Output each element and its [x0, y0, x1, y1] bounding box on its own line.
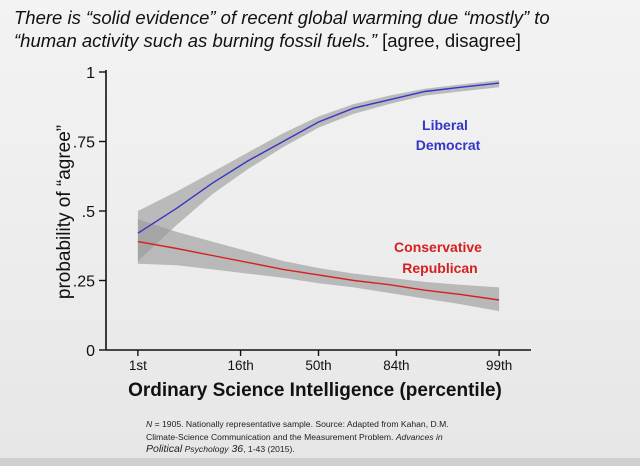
footnote-line-2: Climate-Science Communication and the Me… [146, 431, 443, 442]
confidence-band-0 [137, 80, 500, 261]
y-tick-label: 1 [86, 65, 95, 82]
bottom-strip [0, 458, 640, 466]
confidence-bands [137, 80, 500, 312]
footnote-line-1: N = 1905. Nationally representative samp… [146, 419, 449, 429]
x-tick-label: 99th [486, 358, 512, 373]
y-axis-label: probability of “agree” [54, 125, 75, 299]
source-footnote: N = 1905. Nationally representative samp… [146, 418, 526, 456]
y-tick-label: .5 [82, 204, 95, 221]
series-line-1 [137, 240, 500, 301]
x-tick-label: 1st [129, 358, 147, 373]
series-label-line: Liberal [422, 117, 468, 133]
title-line-1: There is “solid evidence” of recent glob… [14, 7, 550, 28]
y-ticks: 0 .25 .5 .75 1 [73, 65, 106, 360]
chart-title: There is “solid evidence” of recent glob… [14, 6, 626, 52]
x-tick-label: 84th [383, 358, 409, 373]
series-line-0 [137, 82, 500, 234]
y-tick-label: .25 [73, 274, 95, 291]
y-tick-label: 0 [86, 343, 95, 360]
series-label-line: Conservative [394, 239, 482, 255]
series-label-line: Democrat [416, 137, 481, 153]
footnote-line-3: Political Psychology 36, 1-43 (2015). [146, 443, 295, 455]
y-tick-label: .75 [73, 135, 95, 152]
series-label-conservative-republican: Conservative Republican [394, 239, 482, 276]
series-label-line: Republican [402, 260, 477, 276]
title-line-2: “human activity such as burning fossil f… [14, 30, 521, 51]
x-ticks: 1st 16th 50th 84th 99th [129, 350, 512, 373]
series-lines [137, 82, 500, 301]
x-axis-label: Ordinary Science Intelligence (percentil… [128, 380, 502, 401]
series-label-liberal-democrat: Liberal Democrat [416, 117, 481, 153]
x-tick-label: 16th [227, 358, 253, 373]
x-tick-label: 50th [305, 358, 331, 373]
